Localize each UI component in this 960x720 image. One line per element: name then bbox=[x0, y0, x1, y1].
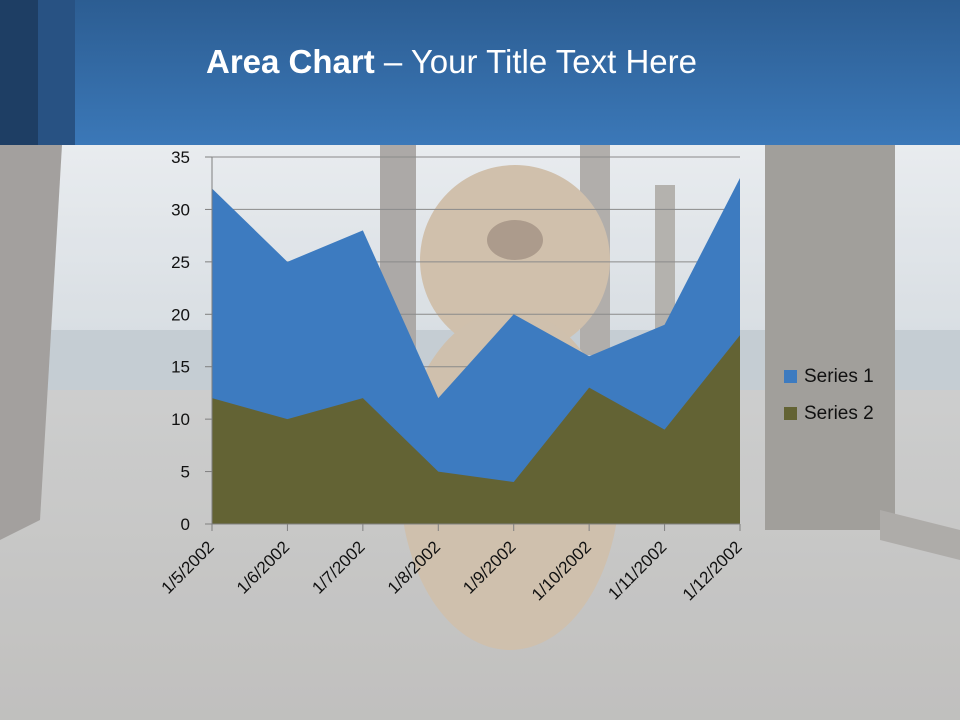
x-tick-label: 1/12/2002 bbox=[679, 537, 746, 604]
legend-label: Series 1 bbox=[804, 365, 874, 387]
title-rest-part: – Your Title Text Here bbox=[374, 43, 697, 80]
chart-legend: Series 1 Series 2 bbox=[784, 358, 874, 432]
x-tick-label: 1/10/2002 bbox=[528, 537, 595, 604]
y-tick-label: 30 bbox=[171, 200, 190, 219]
y-tick-label: 15 bbox=[171, 358, 190, 377]
y-tick-label: 35 bbox=[171, 148, 190, 167]
x-tick-label: 1/7/2002 bbox=[308, 537, 368, 597]
y-tick-label: 5 bbox=[181, 463, 190, 482]
x-tick-label: 1/11/2002 bbox=[604, 537, 670, 603]
legend-item-series-2: Series 2 bbox=[784, 395, 874, 432]
header-accent-block bbox=[0, 0, 38, 145]
x-tick-label: 1/8/2002 bbox=[384, 537, 444, 597]
legend-label: Series 2 bbox=[804, 402, 874, 424]
area-series-2 bbox=[212, 335, 740, 524]
y-tick-label: 10 bbox=[171, 410, 190, 429]
x-tick-label: 1/9/2002 bbox=[459, 537, 519, 597]
x-tick-label: 1/6/2002 bbox=[233, 537, 293, 597]
legend-swatch bbox=[784, 370, 797, 383]
series-areas bbox=[212, 177, 740, 524]
legend-swatch bbox=[784, 407, 797, 420]
legend-item-series-1: Series 1 bbox=[784, 358, 874, 395]
y-tick-label: 0 bbox=[181, 515, 190, 534]
y-tick-label: 20 bbox=[171, 305, 190, 324]
x-tick-label: 1/5/2002 bbox=[158, 537, 218, 597]
slide-header bbox=[0, 0, 960, 145]
header-accent-block bbox=[38, 0, 75, 145]
y-tick-label: 25 bbox=[171, 253, 190, 272]
title-bold-part: Area Chart bbox=[206, 43, 375, 80]
slide-title: Area Chart – Your Title Text Here bbox=[206, 40, 697, 84]
